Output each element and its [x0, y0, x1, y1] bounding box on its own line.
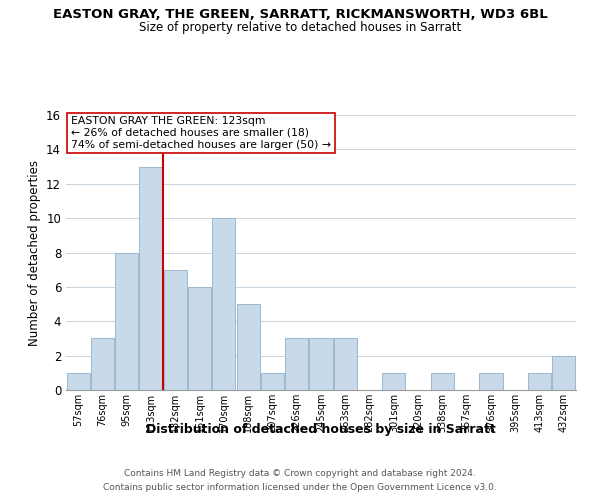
- Bar: [310, 338, 332, 390]
- Bar: [528, 373, 551, 390]
- Bar: [261, 373, 284, 390]
- Text: Distribution of detached houses by size in Sarratt: Distribution of detached houses by size …: [146, 422, 496, 436]
- Text: EASTON GRAY, THE GREEN, SARRATT, RICKMANSWORTH, WD3 6BL: EASTON GRAY, THE GREEN, SARRATT, RICKMAN…: [53, 8, 547, 20]
- Bar: [164, 270, 187, 390]
- Bar: [285, 338, 308, 390]
- Bar: [479, 373, 503, 390]
- Bar: [382, 373, 406, 390]
- Text: Contains public sector information licensed under the Open Government Licence v3: Contains public sector information licen…: [103, 484, 497, 492]
- Text: Size of property relative to detached houses in Sarratt: Size of property relative to detached ho…: [139, 21, 461, 34]
- Bar: [91, 338, 114, 390]
- Bar: [115, 252, 138, 390]
- Bar: [431, 373, 454, 390]
- Text: Contains HM Land Registry data © Crown copyright and database right 2024.: Contains HM Land Registry data © Crown c…: [124, 468, 476, 477]
- Bar: [236, 304, 260, 390]
- Y-axis label: Number of detached properties: Number of detached properties: [28, 160, 41, 346]
- Text: EASTON GRAY THE GREEN: 123sqm
← 26% of detached houses are smaller (18)
74% of s: EASTON GRAY THE GREEN: 123sqm ← 26% of d…: [71, 116, 331, 150]
- Bar: [553, 356, 575, 390]
- Bar: [212, 218, 235, 390]
- Bar: [188, 287, 211, 390]
- Bar: [334, 338, 357, 390]
- Bar: [67, 373, 89, 390]
- Bar: [139, 166, 163, 390]
